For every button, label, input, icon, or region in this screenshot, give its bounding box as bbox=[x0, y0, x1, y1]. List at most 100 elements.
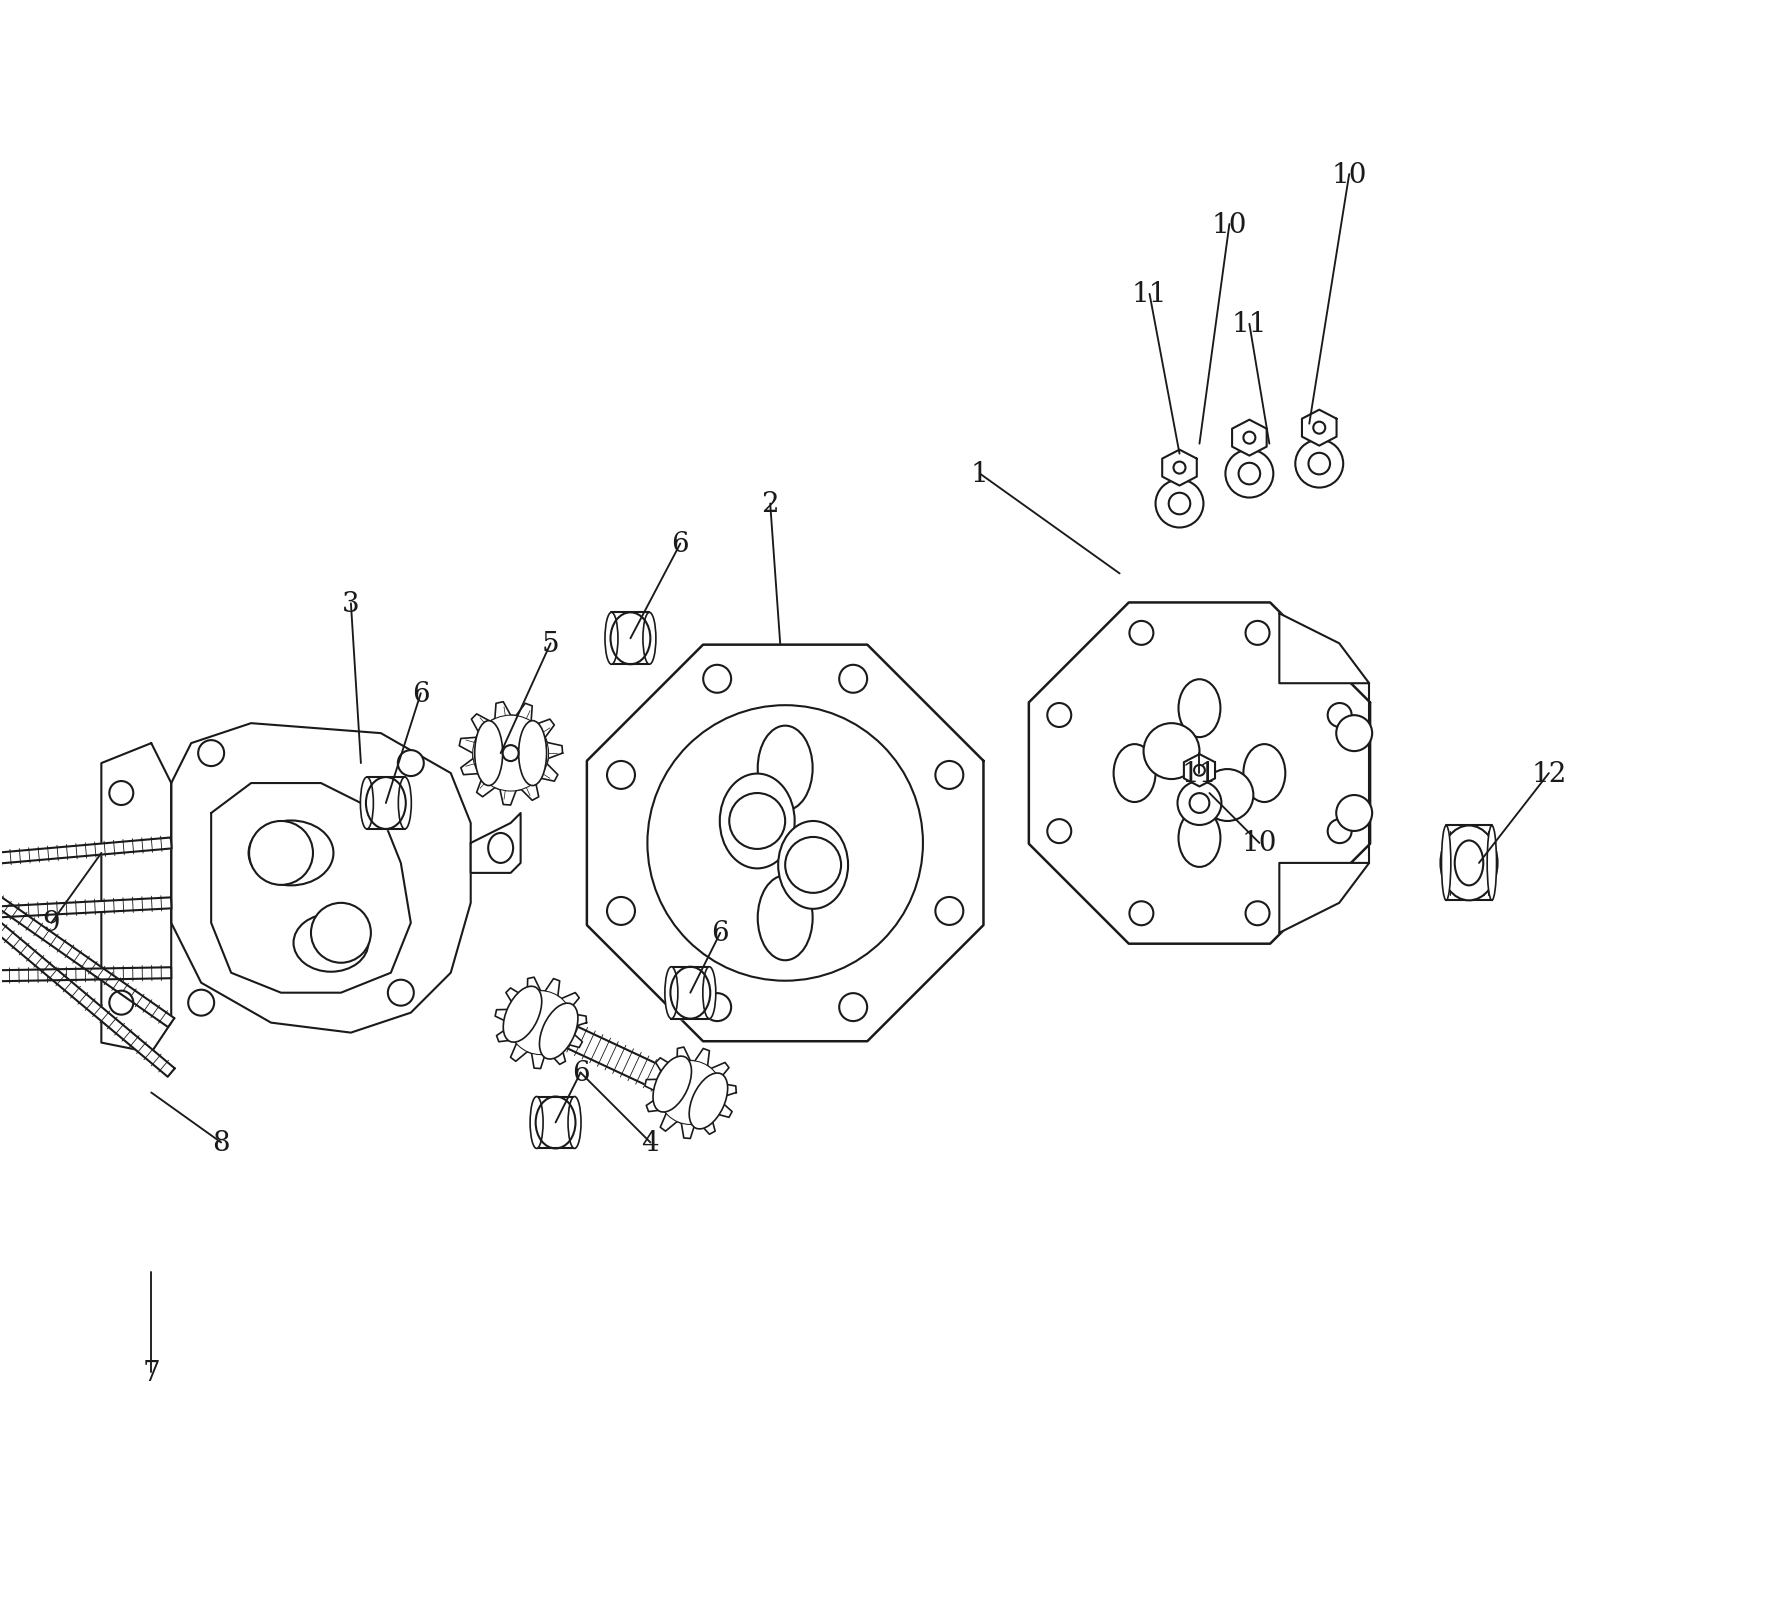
Text: 4: 4 bbox=[642, 1130, 660, 1156]
Circle shape bbox=[1129, 902, 1154, 925]
Text: 7: 7 bbox=[142, 1358, 160, 1386]
Circle shape bbox=[188, 990, 215, 1016]
Circle shape bbox=[1193, 766, 1206, 776]
Circle shape bbox=[658, 1061, 722, 1125]
Text: 11: 11 bbox=[1131, 281, 1167, 308]
Circle shape bbox=[785, 837, 840, 893]
Text: 1: 1 bbox=[972, 461, 989, 489]
Circle shape bbox=[1246, 622, 1269, 646]
Polygon shape bbox=[1280, 613, 1369, 683]
Polygon shape bbox=[470, 813, 521, 873]
Circle shape bbox=[704, 993, 730, 1021]
Text: 9: 9 bbox=[43, 911, 60, 936]
Polygon shape bbox=[459, 703, 562, 805]
Polygon shape bbox=[211, 784, 411, 993]
Ellipse shape bbox=[282, 906, 381, 980]
Ellipse shape bbox=[1441, 826, 1450, 901]
Circle shape bbox=[1239, 464, 1261, 485]
Circle shape bbox=[1156, 480, 1204, 527]
Polygon shape bbox=[0, 909, 176, 1078]
Ellipse shape bbox=[1440, 826, 1498, 901]
Circle shape bbox=[1243, 432, 1255, 445]
Ellipse shape bbox=[488, 834, 512, 863]
Circle shape bbox=[839, 993, 867, 1021]
Text: 6: 6 bbox=[571, 1060, 589, 1086]
Polygon shape bbox=[537, 1097, 574, 1149]
Circle shape bbox=[606, 898, 635, 925]
Circle shape bbox=[729, 794, 785, 849]
Ellipse shape bbox=[1179, 680, 1220, 738]
Ellipse shape bbox=[1243, 745, 1285, 802]
Text: 12: 12 bbox=[1532, 760, 1567, 787]
Circle shape bbox=[1048, 704, 1071, 727]
Ellipse shape bbox=[294, 914, 369, 972]
Circle shape bbox=[1174, 463, 1186, 474]
Text: 6: 6 bbox=[411, 680, 429, 708]
Polygon shape bbox=[564, 1026, 667, 1091]
Circle shape bbox=[1337, 716, 1372, 751]
Circle shape bbox=[839, 665, 867, 693]
Polygon shape bbox=[1280, 863, 1369, 933]
Polygon shape bbox=[645, 1047, 736, 1139]
Circle shape bbox=[1177, 782, 1222, 826]
Ellipse shape bbox=[504, 987, 543, 1042]
Ellipse shape bbox=[652, 1057, 691, 1112]
Polygon shape bbox=[0, 837, 172, 865]
Circle shape bbox=[1314, 422, 1324, 435]
Text: 10: 10 bbox=[1211, 211, 1246, 239]
Polygon shape bbox=[1028, 604, 1371, 945]
Text: 10: 10 bbox=[1241, 829, 1277, 857]
Ellipse shape bbox=[757, 876, 812, 961]
Text: 10: 10 bbox=[1332, 162, 1367, 188]
Circle shape bbox=[1296, 440, 1344, 489]
Ellipse shape bbox=[539, 1003, 578, 1060]
Ellipse shape bbox=[690, 1073, 727, 1130]
Ellipse shape bbox=[665, 967, 677, 1019]
Polygon shape bbox=[1184, 755, 1215, 787]
Polygon shape bbox=[1301, 411, 1337, 446]
Polygon shape bbox=[587, 646, 984, 1042]
Polygon shape bbox=[0, 893, 174, 1027]
Circle shape bbox=[1168, 493, 1190, 514]
Circle shape bbox=[1129, 622, 1154, 646]
Ellipse shape bbox=[702, 967, 716, 1019]
Polygon shape bbox=[1232, 420, 1266, 456]
Circle shape bbox=[473, 716, 548, 792]
Circle shape bbox=[1190, 794, 1209, 813]
Ellipse shape bbox=[530, 1097, 543, 1149]
Circle shape bbox=[310, 904, 371, 962]
Ellipse shape bbox=[567, 1097, 582, 1149]
Circle shape bbox=[1328, 820, 1351, 844]
Circle shape bbox=[647, 706, 924, 982]
Polygon shape bbox=[172, 724, 470, 1032]
Circle shape bbox=[936, 761, 963, 789]
Polygon shape bbox=[0, 967, 172, 982]
Circle shape bbox=[1328, 704, 1351, 727]
Circle shape bbox=[936, 898, 963, 925]
Ellipse shape bbox=[720, 774, 794, 868]
Polygon shape bbox=[0, 898, 172, 919]
Circle shape bbox=[1246, 902, 1269, 925]
Ellipse shape bbox=[757, 725, 812, 812]
Text: 5: 5 bbox=[543, 630, 560, 657]
Polygon shape bbox=[367, 777, 404, 829]
Circle shape bbox=[606, 761, 635, 789]
Polygon shape bbox=[672, 967, 709, 1019]
Circle shape bbox=[704, 665, 730, 693]
Ellipse shape bbox=[1113, 745, 1156, 802]
Circle shape bbox=[1048, 820, 1071, 844]
Text: 11: 11 bbox=[1232, 312, 1268, 338]
Circle shape bbox=[248, 821, 314, 885]
Circle shape bbox=[1337, 795, 1372, 831]
Ellipse shape bbox=[644, 613, 656, 665]
Circle shape bbox=[397, 751, 424, 776]
Circle shape bbox=[1308, 453, 1330, 476]
Circle shape bbox=[110, 992, 133, 1014]
Ellipse shape bbox=[1179, 810, 1220, 867]
Ellipse shape bbox=[605, 613, 619, 665]
Ellipse shape bbox=[519, 721, 546, 786]
Circle shape bbox=[509, 992, 573, 1055]
Text: 2: 2 bbox=[761, 490, 778, 518]
Polygon shape bbox=[101, 743, 172, 1053]
Ellipse shape bbox=[1488, 826, 1496, 901]
